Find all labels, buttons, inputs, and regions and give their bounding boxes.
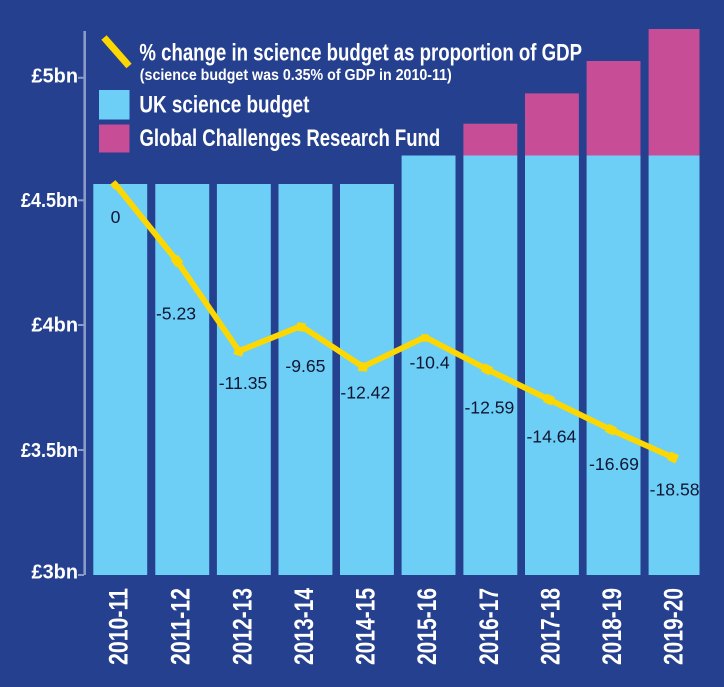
svg-text:2016-17: 2016-17 — [474, 588, 504, 665]
svg-text:-12.42: -12.42 — [340, 383, 390, 403]
svg-text:-12.59: -12.59 — [464, 398, 514, 418]
svg-text:2013-14: 2013-14 — [289, 588, 319, 665]
svg-text:-5.23: -5.23 — [156, 303, 196, 323]
svg-text:Global Challenges Research Fun: Global Challenges Research Fund — [140, 125, 441, 152]
svg-text:2014-15: 2014-15 — [351, 588, 381, 665]
svg-text:2017-18: 2017-18 — [536, 588, 566, 665]
svg-text:£5bn: £5bn — [32, 66, 79, 88]
svg-text:2015-16: 2015-16 — [412, 588, 442, 665]
svg-text:-9.65: -9.65 — [285, 356, 325, 376]
svg-text:0: 0 — [111, 207, 121, 227]
svg-text:% change in science budget as: % change in science budget as proportion… — [139, 39, 582, 66]
svg-text:-16.69: -16.69 — [589, 454, 639, 474]
svg-text:2018-19: 2018-19 — [597, 588, 627, 665]
svg-text:2019-20: 2019-20 — [659, 588, 689, 665]
svg-text:£3bn: £3bn — [32, 562, 79, 584]
svg-text:-11.35: -11.35 — [219, 373, 268, 393]
svg-text:2012-13: 2012-13 — [227, 588, 257, 665]
svg-text:2010-11: 2010-11 — [104, 588, 134, 665]
svg-text:-18.58: -18.58 — [650, 480, 700, 500]
svg-text:£4bn: £4bn — [32, 315, 79, 337]
svg-text:UK science budget: UK science budget — [139, 92, 309, 119]
svg-text:2011-12: 2011-12 — [166, 588, 196, 665]
svg-text:(science budget was 0.35% of G: (science budget was 0.35% of GDP in 2010… — [140, 67, 452, 84]
svg-text:£4.5bn: £4.5bn — [21, 190, 78, 212]
svg-text:-10.4: -10.4 — [410, 353, 450, 373]
svg-text:-14.64: -14.64 — [526, 427, 576, 447]
svg-text:£3.5bn: £3.5bn — [21, 440, 78, 462]
